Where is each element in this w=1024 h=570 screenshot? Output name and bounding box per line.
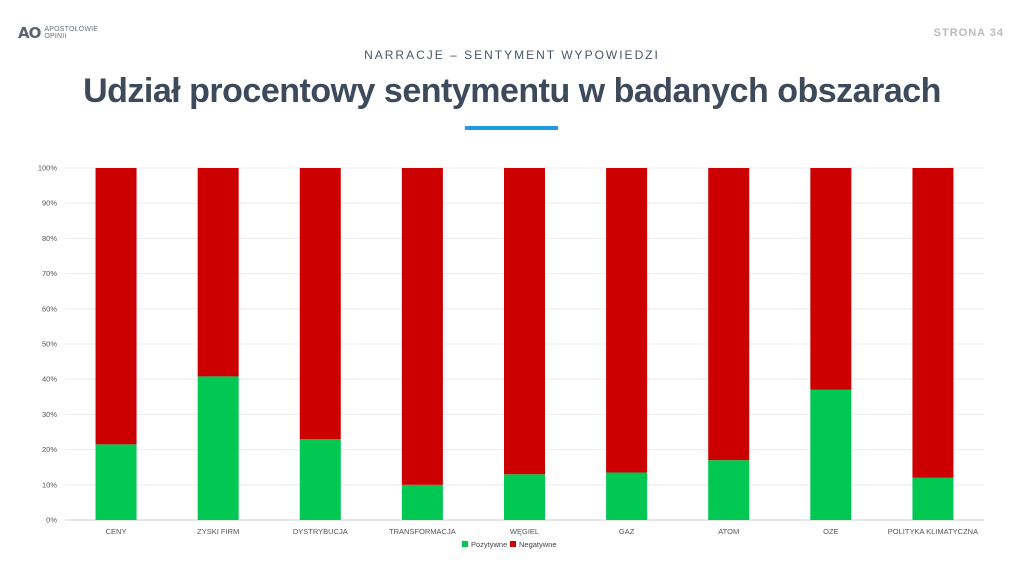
bar-negative [299,168,341,440]
bar-positive [504,474,545,520]
y-tick-label: 10% [42,480,57,489]
section-subtitle: NARRACJE – SENTYMENT WYPOWIEDZI [364,48,660,62]
bar-negative [912,168,954,478]
title-underline [465,126,558,130]
bar-positive [401,484,443,520]
y-tick-label: 70% [42,269,57,278]
y-tick-label: 100% [38,164,58,173]
y-tick-label: 0% [46,516,57,525]
bar-positive [299,439,341,520]
x-tick-label: TRANSFORMACJA [389,527,456,536]
bar-positive [95,444,137,520]
page-number: STRONA 34 [933,27,1004,39]
logo-mark: AO [18,24,41,42]
legend-label: Pozytywne [471,540,507,549]
bar-negative [810,168,852,390]
y-tick-label: 50% [42,340,57,349]
x-tick-label: WĘGIEL [510,527,539,536]
bar-negative [197,168,239,377]
x-tick-label: POLITYKA KLIMATYCZNA [888,527,978,536]
y-tick-label: 30% [42,410,57,419]
bar-positive [606,472,648,520]
x-tick-label: ZYSKI FIRM [197,527,239,536]
x-tick-label: GAZ [619,527,635,536]
y-tick-label: 80% [42,234,57,243]
bar-negative [95,168,137,445]
bar-positive [197,376,239,520]
logo-line2: OPINII [44,33,67,40]
logo-line1: APOSTOŁOWIE [44,26,99,33]
legend-swatch [510,541,516,547]
y-tick-label: 90% [42,199,57,208]
y-tick-label: 40% [42,375,57,384]
x-tick-label: ATOM [718,527,739,536]
stacked-bar-chart: 0% 10% 20% 30% 40% 50% 60% 70% 80% 90% 100% CENY ZY… [38,164,984,549]
y-tick-label: 60% [42,304,57,313]
y-tick-label: 20% [42,445,57,454]
bar-negative [606,168,648,473]
bar-positive [810,389,852,520]
x-tick-label: OZE [823,527,838,536]
x-tick-label: CENY [106,527,127,536]
logo-text: APOSTOŁOWIE OPINII [44,26,98,40]
page-title: Udział procentowy sentymentu w badanych … [83,72,941,110]
bar-positive [912,477,954,520]
legend-label: Negatywne [519,540,557,549]
bar-negative [708,168,750,461]
bar-positive [708,460,750,520]
bar-negative [401,168,443,485]
legend-swatch [462,541,468,547]
bar-negative [504,168,545,475]
x-tick-label: DYSTRYBUCJA [293,527,348,536]
logo: AO APOSTOŁOWIE OPINII [18,24,98,42]
